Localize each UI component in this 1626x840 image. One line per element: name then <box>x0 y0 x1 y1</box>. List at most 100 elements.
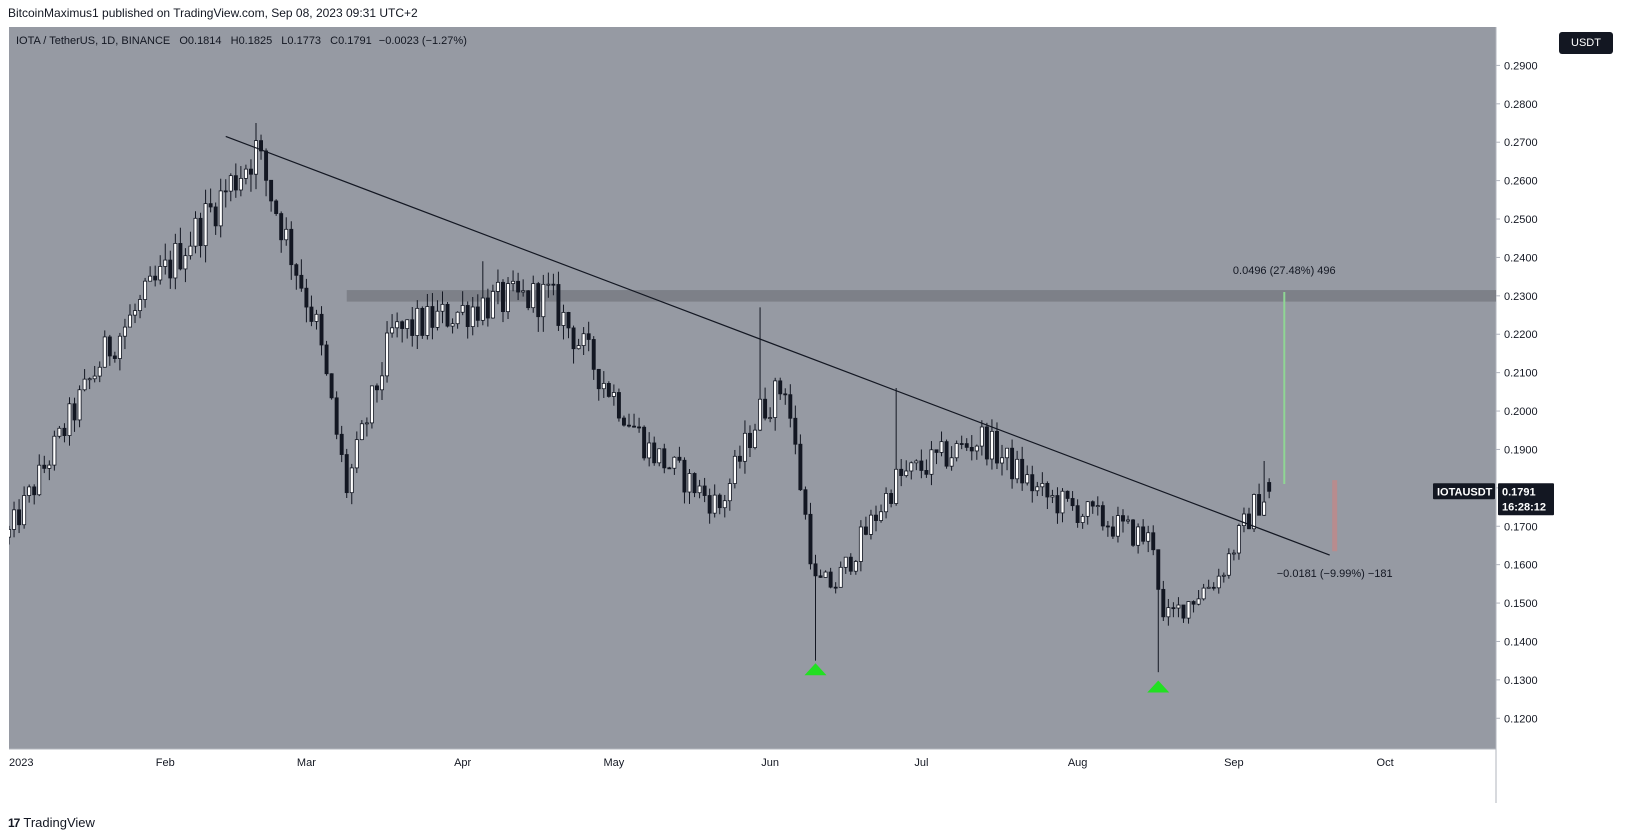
candle <box>954 440 959 462</box>
candle-body <box>274 200 279 214</box>
candle-body <box>82 378 87 391</box>
candle <box>778 377 783 400</box>
candle-body <box>899 468 904 476</box>
price-tick-label: 0.1500 <box>1504 598 1538 610</box>
currency-button[interactable]: USDT <box>1559 32 1613 54</box>
candle-body <box>1005 447 1010 459</box>
candle-body <box>264 150 269 181</box>
candle <box>274 199 279 216</box>
candle <box>672 456 677 475</box>
candle-body <box>1211 586 1216 589</box>
candle-body <box>153 275 158 281</box>
candle-body <box>949 457 954 467</box>
candle <box>1252 493 1257 533</box>
time-tick-label: Jun <box>761 757 779 769</box>
candle-body <box>314 313 319 322</box>
time-axis[interactable] <box>9 749 1496 803</box>
candle-body <box>1080 515 1085 523</box>
candle-body <box>410 319 415 336</box>
target-up-label: 0.0496 (27.48%) 496 <box>1233 265 1336 277</box>
candle-body <box>778 380 783 395</box>
candle <box>324 340 329 376</box>
candle <box>87 377 92 390</box>
symbol-name[interactable]: IOTA / TetherUS, 1D, BINANCE <box>16 35 171 47</box>
candle <box>153 265 158 287</box>
candle <box>1196 590 1201 606</box>
candle-body <box>551 283 556 286</box>
candle-body <box>682 459 687 493</box>
candle-body <box>581 333 586 346</box>
candle-body <box>294 264 299 276</box>
candle <box>662 443 667 474</box>
price-axis[interactable] <box>1496 27 1618 803</box>
time-tick-label: Aug <box>1068 757 1088 769</box>
candle <box>465 301 470 339</box>
resistance-zone[interactable] <box>346 290 1496 302</box>
candle-body <box>556 284 561 326</box>
candle <box>1141 519 1146 545</box>
candle-body <box>979 426 984 447</box>
candle <box>526 290 531 311</box>
candle-body <box>1060 490 1065 514</box>
candle-body <box>359 423 364 441</box>
candle <box>243 164 248 185</box>
candle-body <box>657 448 662 464</box>
candle-body <box>158 266 163 281</box>
candle <box>32 484 37 505</box>
candle-body <box>687 473 692 493</box>
candle-body <box>1050 495 1055 498</box>
time-tick-label: Jul <box>914 757 928 769</box>
candle-body <box>879 511 883 521</box>
candle-body <box>465 305 470 327</box>
candle <box>632 413 637 428</box>
candle-body <box>1161 588 1166 618</box>
candle-body <box>233 175 238 191</box>
candle-body <box>793 417 798 445</box>
candle <box>9 525 11 545</box>
candle-body <box>909 462 914 472</box>
candle <box>178 227 183 271</box>
time-tick-label: 2023 <box>9 757 33 769</box>
candle <box>828 567 833 589</box>
candle <box>143 277 148 308</box>
chart-panel[interactable]: 0.0496 (27.48%) 496 −0.0181 (−9.99%) −181… <box>9 27 1618 803</box>
candle-body <box>1267 482 1272 492</box>
candle-body <box>571 327 576 350</box>
candle <box>1065 490 1070 502</box>
support-arrow-up-icon[interactable] <box>1147 680 1170 693</box>
footer-brand[interactable]: 17 TradingView <box>8 815 95 830</box>
candle-body <box>768 417 773 419</box>
candle <box>52 430 57 471</box>
candle <box>546 272 551 298</box>
candle <box>299 259 304 292</box>
candle-body <box>92 375 97 380</box>
symbol-legend[interactable]: IOTA / TetherUS, 1D, BINANCE O0.1814 H0.… <box>16 35 467 47</box>
candle-body <box>727 483 732 502</box>
price-tick-label: 0.2300 <box>1504 291 1538 303</box>
last-price-value: 0.1791 <box>1502 486 1536 498</box>
candle-body <box>1236 525 1241 554</box>
candle <box>460 291 465 316</box>
candle <box>919 449 924 479</box>
candle-body <box>813 563 818 577</box>
candle <box>1156 549 1161 673</box>
candle-body <box>919 460 924 471</box>
candle <box>803 486 808 520</box>
support-arrow-up-icon[interactable] <box>804 663 827 676</box>
candle-body <box>445 303 450 327</box>
candle-body <box>889 493 894 504</box>
candle-body <box>1115 515 1120 537</box>
candle-body <box>1065 490 1070 499</box>
candle-body <box>722 500 727 509</box>
descending-trendline[interactable] <box>225 135 1330 556</box>
candle <box>1035 481 1040 497</box>
candle-body <box>1000 457 1004 464</box>
candle-body <box>521 290 526 293</box>
candle-body <box>37 464 42 496</box>
candle <box>269 179 274 212</box>
price-chart[interactable]: 0.0496 (27.48%) 496 −0.0181 (−9.99%) −181… <box>9 27 1618 803</box>
candle-body <box>667 467 672 470</box>
candle <box>395 312 400 338</box>
plot-area[interactable] <box>9 27 1496 749</box>
candle <box>1030 465 1035 503</box>
